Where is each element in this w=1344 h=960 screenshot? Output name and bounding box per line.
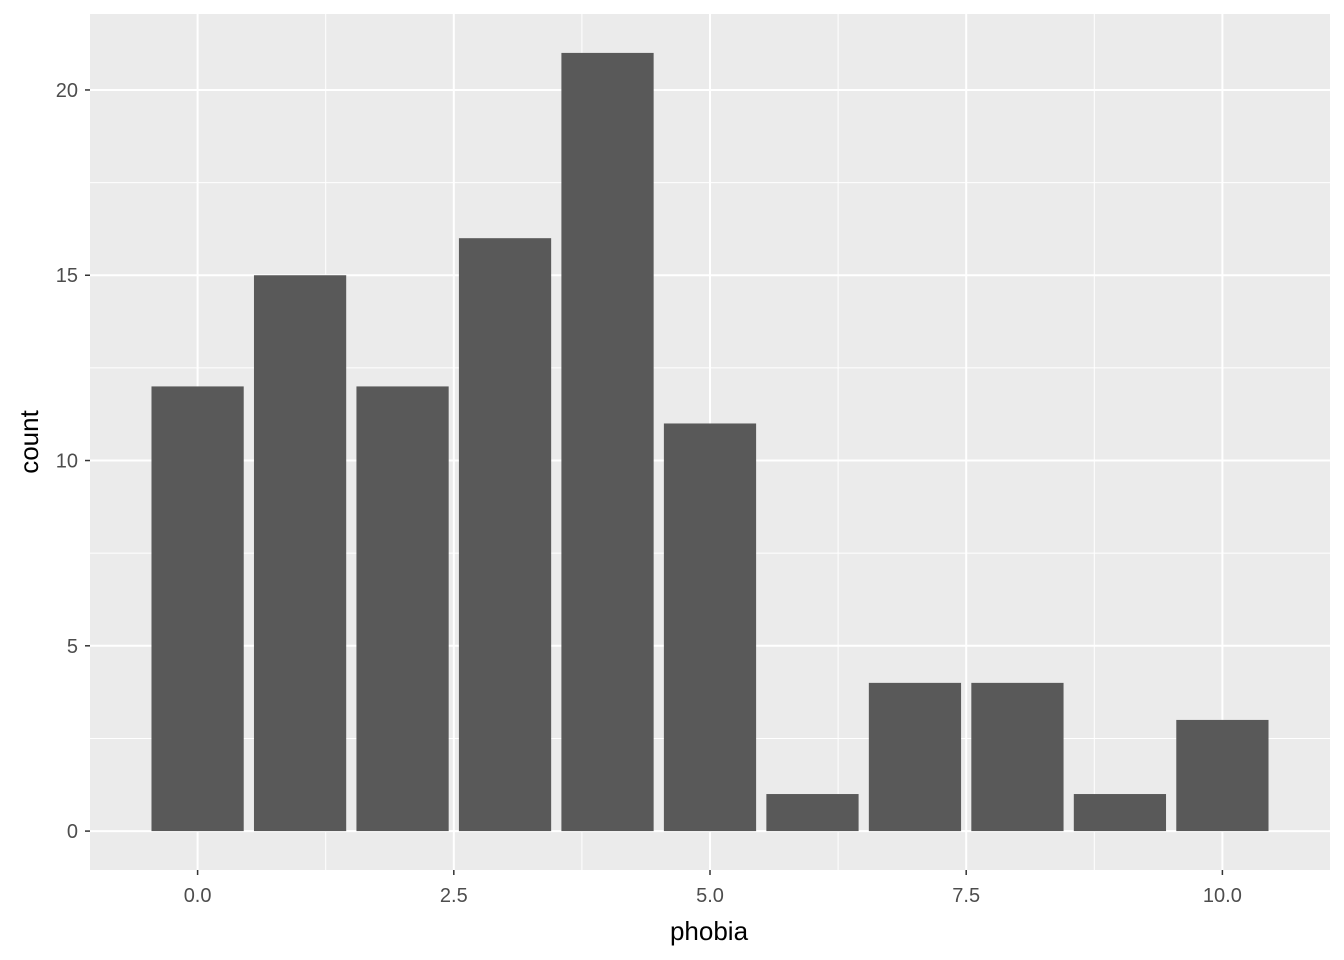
y-tick-label: 10	[56, 451, 78, 473]
bar	[253, 275, 347, 832]
x-tick-label: 5.0	[696, 885, 724, 907]
x-tick-label: 0.0	[184, 885, 212, 907]
bar	[561, 52, 654, 832]
x-tick-label: 10.0	[1203, 885, 1242, 907]
bar	[356, 386, 449, 832]
y-tick-label: 15	[56, 265, 78, 287]
y-axis-ticks: 0 5 10 15 20	[56, 80, 90, 843]
bar	[663, 423, 757, 832]
bar	[868, 682, 962, 832]
x-axis-ticks: 0.0 2.5 5.0 7.5 10.0	[184, 870, 1242, 907]
x-axis-title: phobia	[670, 916, 749, 946]
y-axis-title: count	[14, 409, 44, 473]
bar	[1176, 719, 1269, 832]
y-tick-label: 20	[56, 80, 78, 102]
bar	[766, 794, 859, 832]
y-tick-label: 0	[67, 821, 78, 843]
bar	[1073, 794, 1167, 832]
bars	[151, 52, 1269, 832]
x-tick-label: 7.5	[952, 885, 980, 907]
bar	[458, 238, 552, 832]
x-tick-label: 2.5	[440, 885, 468, 907]
bar	[971, 682, 1064, 832]
bar	[151, 386, 244, 832]
y-tick-label: 5	[67, 636, 78, 658]
